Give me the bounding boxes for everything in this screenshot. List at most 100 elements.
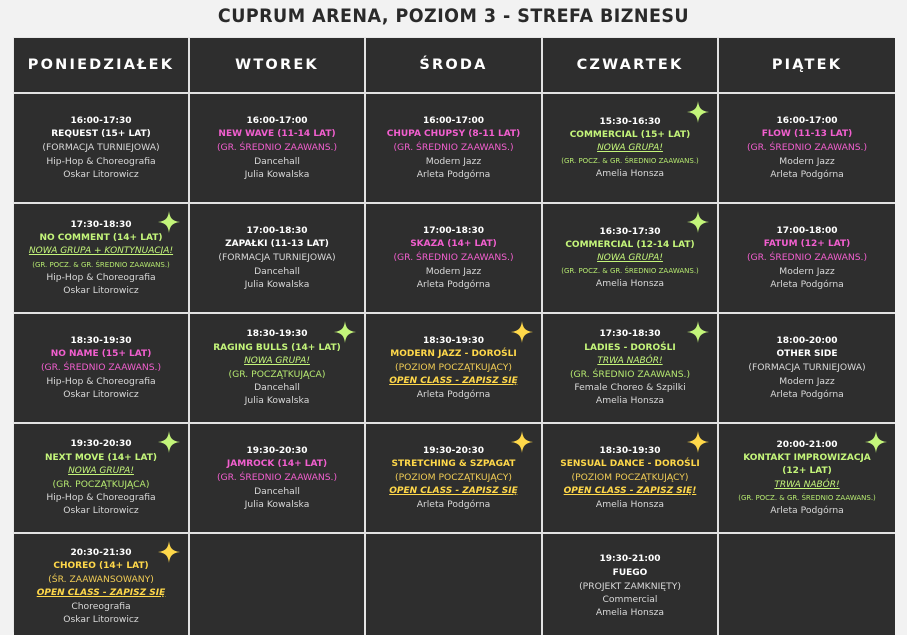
class-name: NO NAME (15+ LAT): [50, 349, 152, 360]
class-name: MODERN JAZZ - DOROŚLI: [390, 349, 517, 360]
new-group-link[interactable]: NOWA GRUPA!: [68, 465, 134, 476]
day-label: ŚRODA: [419, 57, 488, 73]
class-level: (GR. POCZ. & GR. ŚREDNIO ZAAWANS.): [561, 157, 699, 166]
green-sparkle-icon: [865, 431, 887, 453]
class-level: (GR. ŚREDNIO ZAAWANS.): [216, 142, 338, 154]
class-teacher: Arleta Podgórna: [770, 388, 844, 400]
class-cell: 17:00-18:00 FATUM (12+ LAT) (GR. ŚREDNIO…: [719, 204, 895, 314]
class-time: 16:00-17:00: [422, 115, 485, 126]
empty-cell: [366, 534, 543, 635]
class-level: (POZIOM POCZĄTKUJĄCY): [395, 472, 512, 484]
class-teacher: Oskar Litorowicz: [63, 388, 139, 400]
class-name: FATUM (12+ LAT): [763, 239, 851, 250]
open-class-signup-link[interactable]: OPEN CLASS - ZAPISZ SIĘ: [36, 587, 166, 598]
class-name: SENSUAL DANCE - DOROŚLI: [560, 459, 700, 470]
class-style: Dancehall: [254, 265, 300, 277]
class-name: CHOREO (14+ LAT): [53, 561, 149, 572]
class-cell: 16:00-17:00 FLOW (11-13 LAT) (GR. ŚREDNI…: [719, 94, 895, 204]
class-level: (POZIOM POCZĄTKUJĄCY): [395, 362, 512, 374]
class-cell: 18:30-19:30 MODERN JAZZ - DOROŚLI (POZIO…: [366, 314, 543, 424]
class-level: (GR. ŚREDNIO ZAAWANS.): [393, 252, 514, 264]
day-label: PIĄTEK: [771, 57, 843, 73]
class-teacher: Amelia Honsza: [595, 395, 665, 407]
new-group-link[interactable]: NOWA GRUPA!: [597, 253, 663, 263]
class-cell: 16:00-17:00 CHUPA CHUPSY (8-11 LAT) (GR.…: [366, 94, 543, 204]
class-time: 16:00-17:00: [246, 115, 308, 126]
class-cell: 16:30-17:30 COMMERCIAL (12-14 LAT) NOWA …: [543, 204, 719, 314]
day-header-tuesday: WTOREK: [190, 38, 366, 94]
new-group-link[interactable]: NOWA GRUPA!: [597, 143, 663, 153]
class-level: (GR. ŚREDNIO ZAAWANS.): [746, 142, 868, 154]
class-time: 18:30-19:30: [246, 329, 308, 340]
class-name: JAMROCK (14+ LAT): [226, 459, 328, 470]
class-cell: 17:30-18:30 LADIES - DOROŚLI TRWA NABÓR!…: [543, 314, 719, 424]
new-group-link[interactable]: NOWA GRUPA!: [244, 355, 310, 366]
class-teacher: Julia Kowalska: [244, 168, 310, 180]
class-level: (FORMACJA TURNIEJOWA): [218, 252, 336, 264]
class-cell: 19:30-20:30 NEXT MOVE (14+ LAT) NOWA GRU…: [14, 424, 190, 534]
class-age: (12+ LAT): [782, 466, 832, 477]
class-level: (ŚR. ZAAWANSOWANY): [48, 574, 154, 586]
class-teacher: Arleta Podgórna: [770, 504, 844, 516]
class-name: RAGING BULLS (14+ LAT): [213, 342, 341, 353]
class-level: (GR. ŚREDNIO ZAAWANS.): [40, 362, 162, 374]
open-class-signup-link[interactable]: OPEN CLASS - ZAPISZ SIĘ!: [563, 485, 697, 496]
class-level: (FORMACJA TURNIEJOWA): [42, 142, 160, 154]
class-name: ZAPAŁKI (11-13 LAT): [225, 239, 329, 250]
class-style: Hip-Hop & Choreografia: [46, 271, 156, 283]
class-time: 17:00-18:00: [776, 225, 838, 236]
class-teacher: Oskar Litorowicz: [63, 505, 139, 517]
class-name: COMMERCIAL (15+ LAT): [569, 129, 691, 140]
class-teacher: Arleta Podgórna: [416, 168, 491, 180]
class-time: 17:00-18:30: [422, 225, 485, 236]
class-level: (GR. ŚREDNIO ZAAWANS.): [216, 472, 338, 484]
class-teacher: Arleta Podgórna: [416, 278, 491, 290]
recruitment-link[interactable]: TRWA NABÓR!: [774, 479, 840, 490]
day-header-monday: PONIEDZIAŁEK: [14, 38, 190, 94]
class-time: 19:30-20:30: [70, 439, 132, 450]
class-style: Choreografia: [71, 600, 131, 612]
class-style: Modern Jazz: [425, 265, 482, 277]
day-header-wednesday: ŚRODA: [366, 38, 543, 94]
class-time: 16:30-17:30: [599, 226, 661, 237]
yellow-sparkle-icon: [687, 431, 709, 453]
class-level: (POZIOM POCZĄTKUJĄCY): [571, 472, 689, 484]
class-style: Hip-Hop & Choreografia: [46, 375, 156, 387]
class-level: (GR. ŚREDNIO ZAAWANS.): [393, 142, 514, 154]
class-teacher: Arleta Podgórna: [770, 168, 844, 180]
class-name: STRETCHING & SZPAGAT: [391, 459, 516, 470]
class-name: FUEGO: [612, 567, 648, 578]
class-time: 17:30-18:30: [599, 329, 661, 340]
green-sparkle-icon: [158, 211, 180, 233]
class-teacher: Julia Kowalska: [244, 278, 310, 290]
class-name: COMMERCIAL (12-14 LAT): [565, 239, 695, 250]
recruitment-link[interactable]: TRWA NABÓR!: [597, 355, 663, 366]
class-time: 16:00-17:00: [776, 115, 838, 126]
day-label: WTOREK: [235, 57, 319, 73]
class-time: 17:30-18:30: [70, 219, 132, 230]
page-title: CUPRUM ARENA, POZIOM 3 - STREFA BIZNESU: [217, 5, 690, 27]
class-teacher: Arleta Podgórna: [416, 498, 491, 510]
green-sparkle-icon: [158, 431, 180, 453]
class-teacher: Arleta Podgórna: [416, 388, 491, 400]
day-label: CZWARTEK: [576, 57, 684, 73]
class-teacher: Arleta Podgórna: [770, 278, 844, 290]
green-sparkle-icon: [334, 321, 356, 343]
class-level: (PROJEKT ZAMKNIĘTY): [579, 580, 681, 592]
class-name: NO COMMENT (14+ LAT): [39, 233, 163, 244]
class-time: 18:30-19:30: [70, 335, 132, 346]
class-teacher: Julia Kowalska: [244, 498, 310, 510]
class-level: (GR. ŚREDNIO ZAAWANS.): [569, 369, 691, 380]
class-style: Dancehall: [254, 155, 300, 167]
new-group-link[interactable]: NOWA GRUPA + KONTYNUACJA!: [28, 246, 174, 257]
class-style: Female Choreo & Szpilki: [574, 382, 686, 394]
class-style: Commercial: [602, 594, 658, 606]
open-class-signup-link[interactable]: OPEN CLASS - ZAPISZ SIĘ: [389, 485, 518, 496]
open-class-signup-link[interactable]: OPEN CLASS - ZAPISZ SIĘ: [389, 375, 518, 386]
class-teacher: Amelia Honsza: [595, 498, 665, 510]
class-level: (GR. POCZ. & GR. ŚREDNIO ZAAWANS.): [561, 267, 699, 276]
day-header-thursday: CZWARTEK: [543, 38, 719, 94]
class-cell: 19:30-21:00 FUEGO (PROJEKT ZAMKNIĘTY) Co…: [543, 534, 719, 635]
class-name: LADIES - DOROŚLI: [584, 342, 676, 353]
class-level: (GR. POCZĄTKUJĄCA): [228, 369, 326, 380]
